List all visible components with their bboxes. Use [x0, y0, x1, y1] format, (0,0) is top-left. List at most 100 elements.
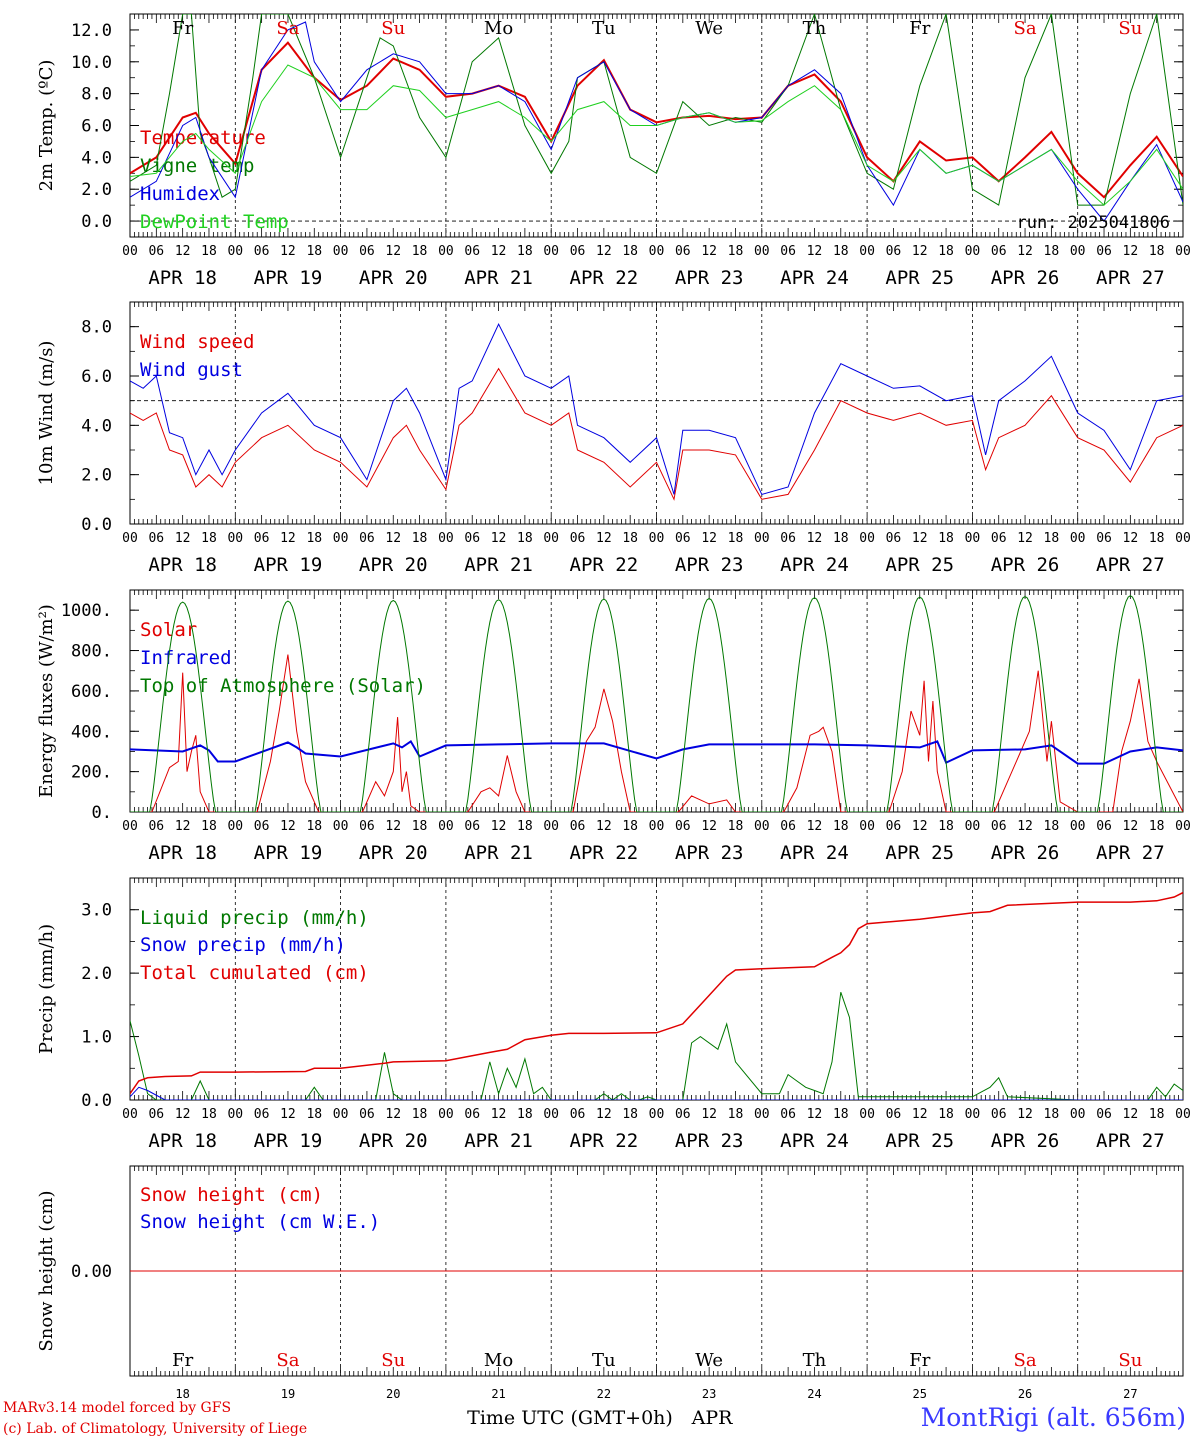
hour-tick-label: 12 [1123, 819, 1139, 834]
hour-tick-label: 06 [464, 819, 480, 834]
y-tick-label: 4.0 [81, 416, 112, 436]
y-tick-label: 6.0 [81, 367, 112, 387]
hour-tick-label: 06 [991, 819, 1007, 834]
y-tick-label: 600. [71, 682, 112, 702]
hour-tick-label: 12 [280, 819, 296, 834]
y-axis-label: 10m Wind (m/s) [36, 341, 57, 486]
series-line-dewpoint-temp [130, 64, 1183, 206]
legend-entry: Wind speed [140, 331, 254, 353]
hour-tick-label: 12 [385, 819, 401, 834]
date-label: APR 22 [570, 267, 639, 289]
weekday-label: Sa [276, 18, 299, 39]
date-label: APR 21 [464, 1130, 533, 1152]
hour-tick-label: 00 [1175, 244, 1191, 259]
hour-tick-label: 00 [122, 244, 138, 259]
hour-tick-label: 06 [464, 244, 480, 259]
hour-tick-label: 06 [991, 1107, 1007, 1122]
series-line-solar [130, 654, 1183, 812]
hour-tick-label: 12 [701, 531, 717, 546]
y-tick-label: 12.0 [71, 21, 112, 41]
weekday-label: Th [803, 1350, 827, 1371]
legend-entry: Snow precip (mm/h) [140, 934, 346, 956]
weekday-label: Mo [484, 1350, 513, 1371]
hour-tick-label: 18 [517, 531, 533, 546]
hour-tick-label: 18 [622, 244, 638, 259]
panel-2: 0.0 2.0 4.0 6.0 8.0 10m Wind (m/s) Wind speed W… [36, 301, 1191, 576]
hour-tick-label: 18 [517, 1107, 533, 1122]
hour-tick-label: 12 [912, 531, 928, 546]
y-tick-label: 1000. [61, 601, 112, 621]
hour-tick-label: 12 [1123, 531, 1139, 546]
hour-tick-label: 06 [359, 819, 375, 834]
hour-tick-label: 18 [833, 531, 849, 546]
y-tick-label: 6.0 [81, 117, 112, 137]
weekday-label: Fr [172, 1350, 193, 1371]
series-line-total-cumulated-cm- [130, 891, 1183, 1095]
date-label: APR 24 [780, 554, 849, 576]
y-axis-label: Snow height (cm) [36, 1190, 57, 1351]
weekday-label: We [695, 18, 723, 39]
hour-tick-label: 18 [201, 531, 217, 546]
series-line-liquid-precip-mm-h- [130, 992, 1183, 1100]
legend-entry: Top of Atmosphere (Solar) [140, 675, 426, 697]
y-tick-label: 4.0 [81, 148, 112, 168]
station-title: MontRigi (alt. 656m) [920, 1403, 1186, 1432]
hour-tick-label: 18 [306, 244, 322, 259]
hour-tick-label: 06 [359, 1107, 375, 1122]
hour-tick-label: 06 [254, 244, 270, 259]
y-tick-label: 0.0 [81, 1091, 112, 1111]
y-tick-label: 400. [71, 722, 112, 742]
hour-tick-label: 00 [333, 531, 349, 546]
date-label: APR 22 [570, 1130, 639, 1152]
model-credit: MARv3.14 model forced by GFS [3, 1400, 232, 1416]
hour-tick-label: 00 [859, 1107, 875, 1122]
hour-tick-label: 00 [649, 1107, 665, 1122]
hour-tick-label: 12 [491, 819, 507, 834]
hour-tick-label: 12 [912, 244, 928, 259]
y-tick-label: 0. [92, 803, 112, 823]
hour-tick-label: 06 [148, 819, 164, 834]
date-label: APR 23 [675, 842, 744, 864]
hour-tick-label: 00 [333, 1107, 349, 1122]
hour-tick-label: 00 [333, 819, 349, 834]
hour-tick-label: 12 [491, 1107, 507, 1122]
y-tick-label: 2.0 [81, 180, 112, 200]
legend-entry: Wind gust [140, 359, 243, 381]
hour-tick-label: 06 [886, 531, 902, 546]
weekday-label: Sa [1014, 1350, 1037, 1371]
weekday-label: Th [803, 18, 827, 39]
hour-tick-label: 06 [675, 244, 691, 259]
hour-tick-label: 18 [938, 531, 954, 546]
weekday-label: Fr [172, 18, 193, 39]
hour-tick-label: 06 [675, 819, 691, 834]
panel-4: 0.0 1.0 2.0 3.0 Precip (mm/h) Liquid precip (… [36, 877, 1191, 1152]
hour-tick-label: 00 [543, 819, 559, 834]
series-line-top-of-atmosphere-solar- [130, 595, 1183, 812]
hour-tick-label: 06 [570, 244, 586, 259]
hour-tick-label: 12 [1123, 1107, 1139, 1122]
hour-tick-label: 12 [807, 531, 823, 546]
hour-tick-label: 12 [175, 1107, 191, 1122]
y-axis-label: Energy fluxes (W/m²) [36, 604, 57, 798]
hour-tick-label: 00 [1070, 244, 1086, 259]
date-label: APR 26 [991, 554, 1060, 576]
hour-tick-label: 06 [570, 819, 586, 834]
date-label: APR 24 [780, 267, 849, 289]
run-label: run: 2025041806 [1016, 213, 1170, 233]
hour-tick-label: 06 [359, 531, 375, 546]
hour-tick-label: 12 [385, 531, 401, 546]
date-label: APR 24 [780, 1130, 849, 1152]
hour-tick-label: 12 [491, 531, 507, 546]
legend-entry: DewPoint Temp [140, 211, 289, 233]
hour-tick-label: 18 [622, 531, 638, 546]
hour-tick-label: 18 [1044, 531, 1060, 546]
hour-tick-label: 18 [306, 1107, 322, 1122]
hour-tick-label: 18 [517, 244, 533, 259]
weekday-label: Su [1118, 1350, 1142, 1371]
hour-tick-label: 12 [596, 531, 612, 546]
date-label: APR 25 [885, 267, 954, 289]
y-tick-label: 2.0 [81, 964, 112, 984]
hour-tick-label: 06 [464, 531, 480, 546]
hour-tick-label: 12 [280, 1107, 296, 1122]
date-label: APR 23 [675, 267, 744, 289]
